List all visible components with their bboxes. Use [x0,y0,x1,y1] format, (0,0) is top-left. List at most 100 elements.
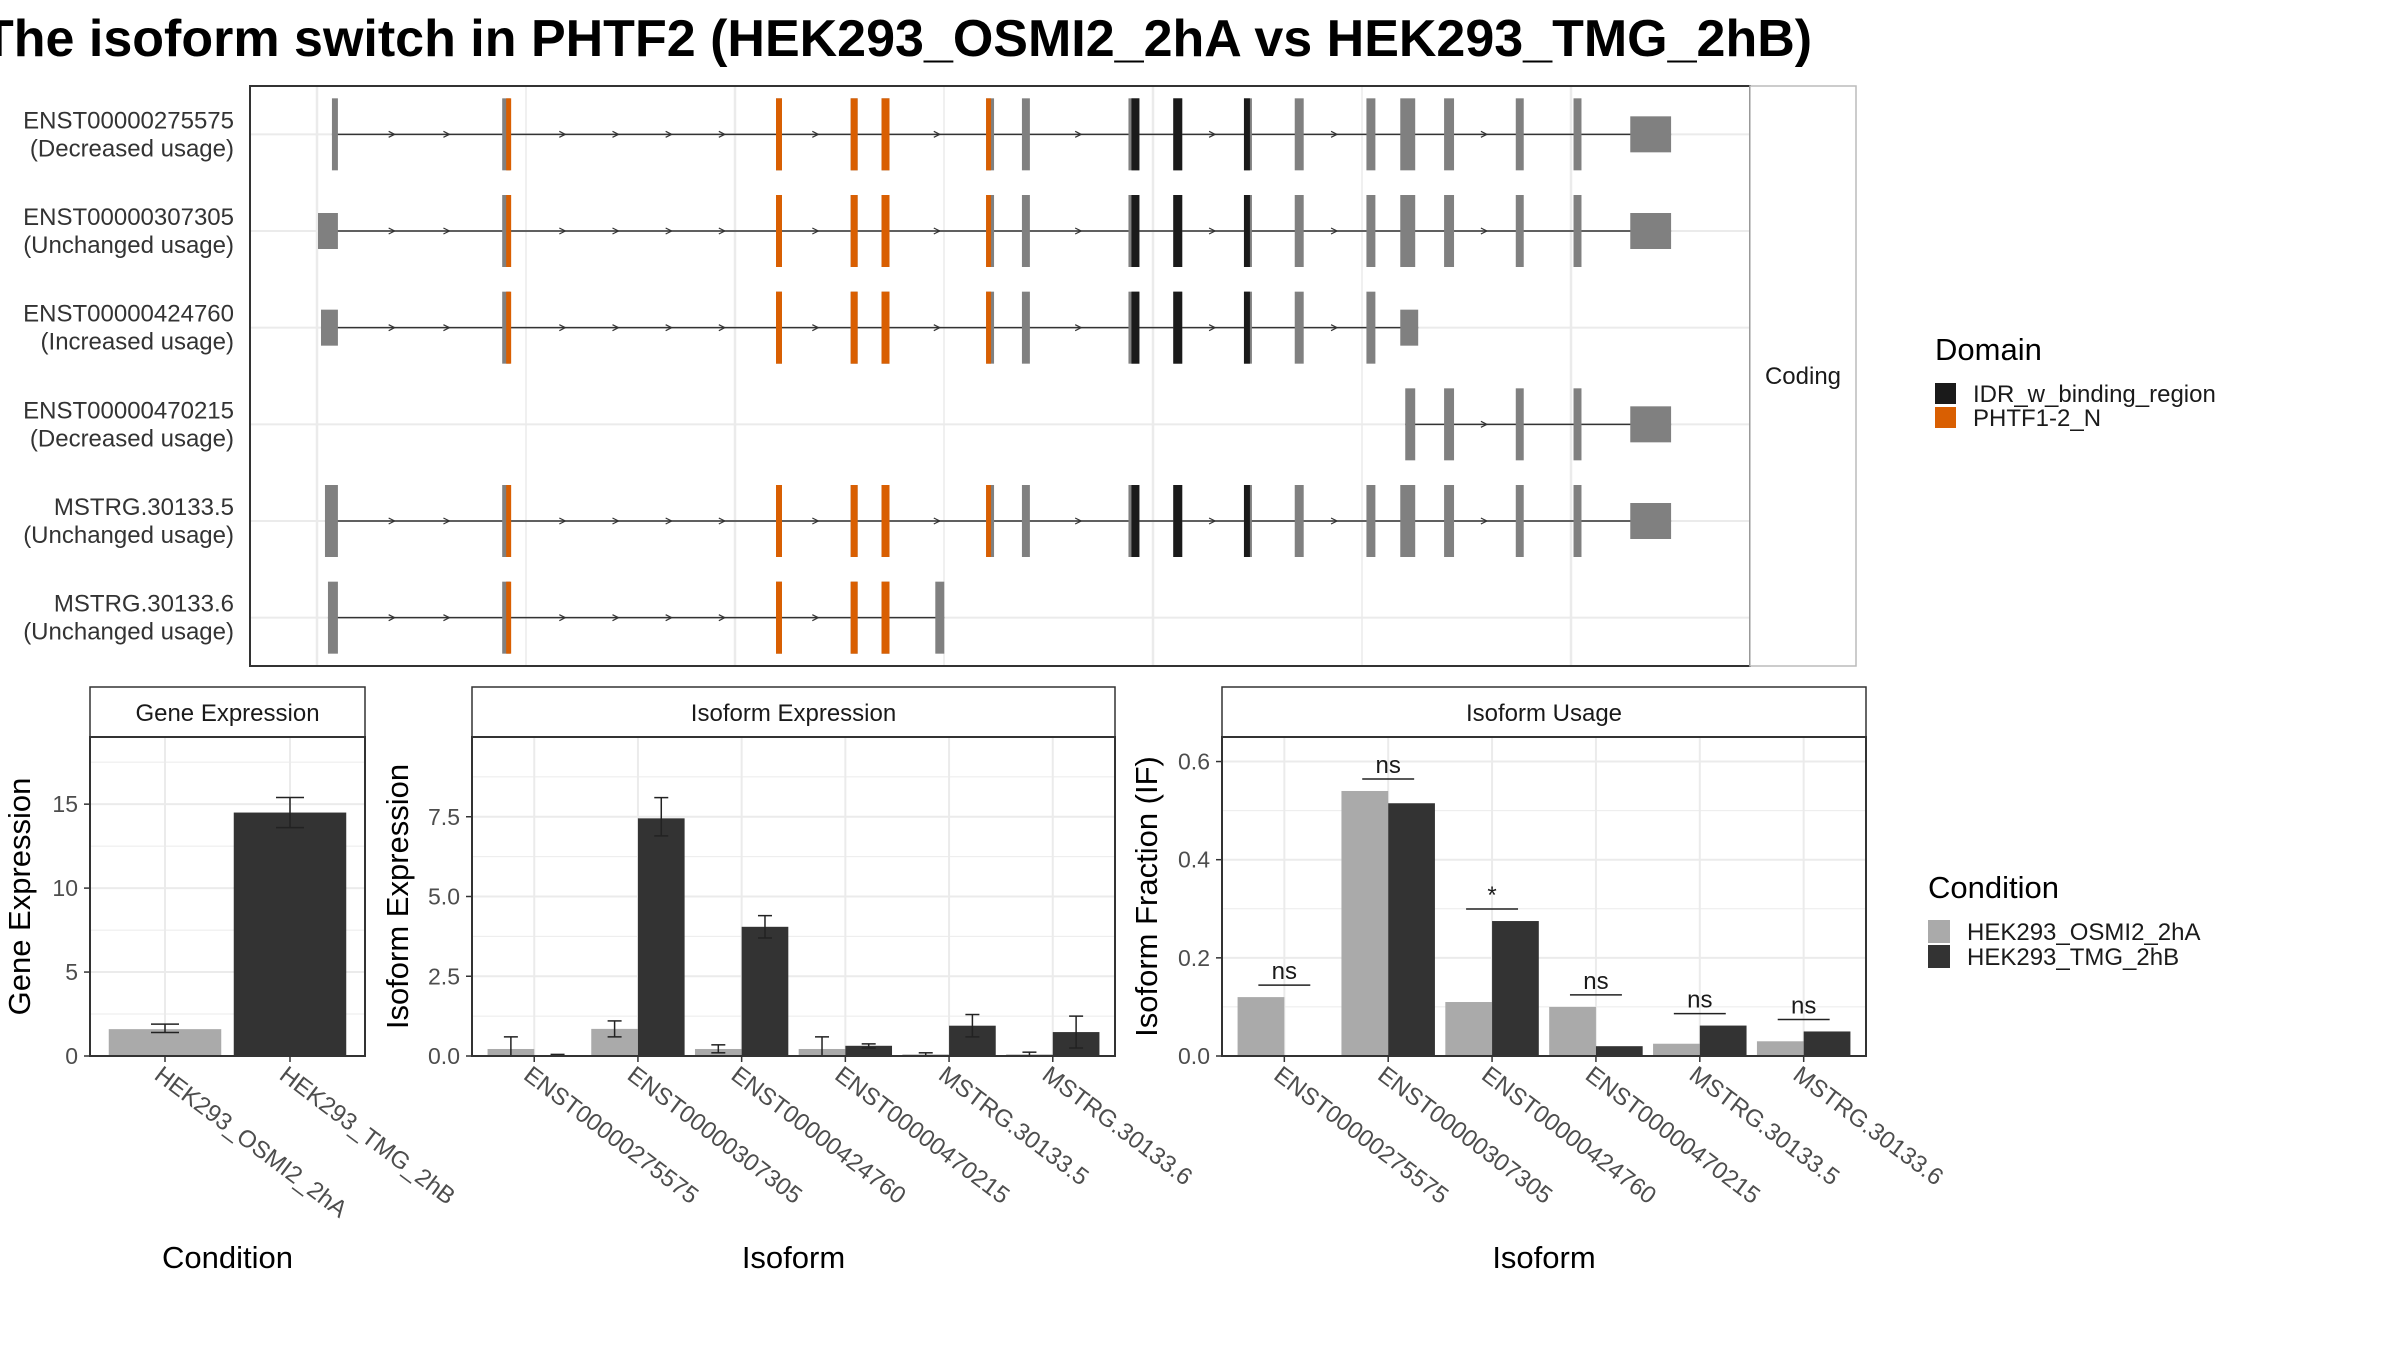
intron-arrow [718,130,727,138]
intron-arrow [559,517,567,525]
phtf-domain [506,485,512,557]
idr-domain [1131,291,1140,364]
intron-arrow [1480,420,1489,428]
idr-domain [1243,485,1250,557]
phtf-domain [850,291,858,364]
intron-arrow [443,517,451,525]
exon [1444,195,1455,267]
exon [1366,98,1376,171]
intron-arrow [718,227,727,235]
intron-arrow [612,227,620,235]
exon [320,309,338,346]
phtf-domain [986,195,992,267]
intron-arrow [718,517,727,525]
domain-legend-title: Domain [1935,332,2042,367]
bar [1492,921,1539,1056]
legend-label-cond-b: HEK293_TMG_2hB [1967,944,2179,971]
bar [1756,1041,1804,1056]
condition-legend-title: Condition [1928,870,2059,905]
exon [1294,291,1304,364]
idr-domain [1131,98,1140,171]
intron-arrow [388,517,397,525]
phtf-domain [776,485,782,557]
bar [1595,1046,1643,1056]
exon [1515,98,1524,171]
phtf-domain [850,195,858,267]
intron-arrow [812,517,820,525]
exon [1573,485,1582,557]
intron-arrow [559,614,567,622]
transcript-row [318,195,1672,267]
intron-arrow [1208,130,1217,138]
significance-label: ns [1687,987,1712,1014]
exon [1630,213,1672,249]
transcript-status-label: (Decreased usage) [30,425,234,452]
bar [1699,1025,1747,1056]
isoform-expression-panel: Isoform Expression 0.0 2.5 5.0 7.5 ENST000002… [380,686,1197,1275]
idr-domain [1243,291,1250,364]
phtf-domain [776,581,782,654]
transcript-status-label: (Unchanged usage) [23,522,234,549]
exon [1515,195,1524,267]
bar [1388,803,1435,1056]
y-tick-label: 2.5 [428,963,460,989]
bar [108,1029,222,1056]
phtf-domain [881,485,890,557]
bar [1237,997,1285,1056]
condition-legend: Condition HEK293_OSMI2_2hA HEK293_TMG_2h… [1928,870,2200,971]
phtf-domain [776,195,782,267]
transcript-row [1405,388,1672,461]
significance-label: * [1487,882,1496,909]
intron-arrow [665,517,674,525]
exon [1400,309,1419,346]
intron-arrow [443,130,451,138]
intron-arrow [559,130,567,138]
idr-domain [1131,485,1140,557]
legend-label-cond-a: HEK293_OSMI2_2hA [1967,919,2200,946]
bar [1803,1031,1851,1056]
phtf-domain [986,291,992,364]
x-tick-label: ENST00000307305 [1373,1061,1558,1209]
transcript-id-label: ENST00000307305 [23,204,234,231]
phtf-domain [881,291,890,364]
significance-label: ns [1583,968,1608,995]
intron-arrow [665,130,674,138]
exon [1294,98,1304,171]
y-tick-label: 0.0 [1178,1043,1210,1069]
legend-label-idr: IDR_w_binding_region [1973,381,2216,408]
phtf-domain [986,98,992,171]
exon [1400,195,1416,267]
bar [845,1045,893,1056]
phtf-domain [881,98,890,171]
y-axis-title: Isoform Fraction (IF) [1129,756,1164,1037]
exon [1573,388,1582,461]
intron-arrow [1074,517,1083,525]
intron-arrow [1208,227,1217,235]
transcript-structure-panel: Coding ENST00000275575(Decreased usage)E… [23,85,1857,667]
intron-arrow [612,517,620,525]
y-tick-label: 5 [65,959,78,985]
significance-label: ns [1791,992,1816,1019]
intron-arrow [812,130,820,138]
exon [331,98,338,171]
intron-arrow [443,227,451,235]
exon [1366,195,1376,267]
intron-arrow [1480,130,1489,138]
exon [1366,291,1376,364]
exon [1573,98,1582,171]
intron-arrow [812,227,820,235]
phtf-domain [986,485,992,557]
phtf-domain [850,98,858,171]
y-tick-label: 0.6 [1178,749,1210,775]
transcript-id-label: MSTRG.30133.6 [54,591,234,618]
phtf-domain [850,581,858,654]
exon [1573,195,1582,267]
phtf-domain [506,291,512,364]
intron-arrow [933,517,942,525]
intron-arrow [612,324,620,332]
transcript-id-label: ENST00000424760 [23,301,234,328]
domain-legend: Domain IDR_w_binding_region PHTF1-2_N [1935,332,2216,432]
y-axis-title: Isoform Expression [380,764,415,1029]
y-tick-label: 7.5 [428,804,460,830]
